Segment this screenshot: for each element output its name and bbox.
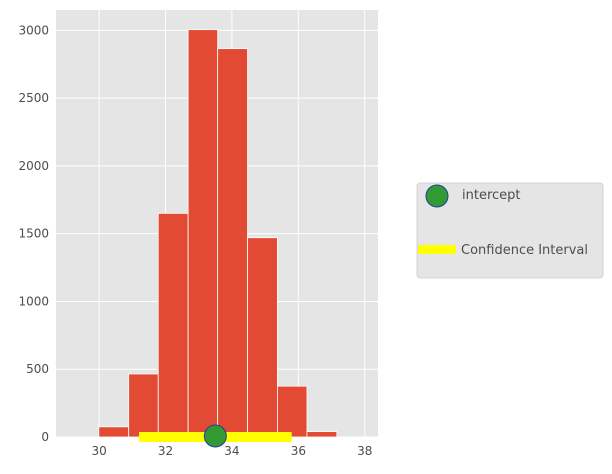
y-tick-label: 1000 bbox=[18, 294, 49, 308]
histogram-bar bbox=[277, 385, 308, 438]
histogram-bar bbox=[247, 237, 278, 438]
y-tick-label: 0 bbox=[41, 430, 49, 444]
histogram-bar bbox=[157, 212, 189, 438]
x-tick-label: 38 bbox=[357, 444, 372, 458]
histogram-bar bbox=[128, 373, 159, 438]
y-tick-label: 3000 bbox=[18, 23, 49, 37]
x-tick-label: 32 bbox=[158, 444, 173, 458]
histogram-bar bbox=[98, 426, 130, 438]
histogram-bar bbox=[306, 431, 338, 438]
histogram-bar bbox=[187, 29, 219, 438]
legend-ci-label: Confidence Interval bbox=[461, 243, 588, 258]
legend-intercept-icon bbox=[425, 184, 449, 208]
histogram-bar bbox=[217, 48, 248, 438]
x-tick-label: 34 bbox=[224, 444, 239, 458]
legend-box bbox=[416, 182, 604, 279]
intercept-marker bbox=[203, 424, 227, 448]
legend: intercept Confidence Interval bbox=[416, 182, 604, 279]
legend-ci-swatch bbox=[418, 245, 456, 254]
y-tick-label: 1500 bbox=[18, 227, 49, 241]
bars bbox=[98, 29, 338, 438]
x-tick-label: 30 bbox=[92, 444, 107, 458]
intercept-point bbox=[203, 424, 227, 448]
y-tick-label: 500 bbox=[26, 362, 49, 376]
y-tick-label: 2500 bbox=[18, 91, 49, 105]
legend-intercept-label: intercept bbox=[462, 188, 521, 203]
tick-labels: 30 32 34 36 38 0 500 1000 1500 2000 2500 3000 bbox=[18, 23, 372, 458]
y-tick-label: 2000 bbox=[18, 159, 49, 173]
x-tick-label: 36 bbox=[291, 444, 306, 458]
